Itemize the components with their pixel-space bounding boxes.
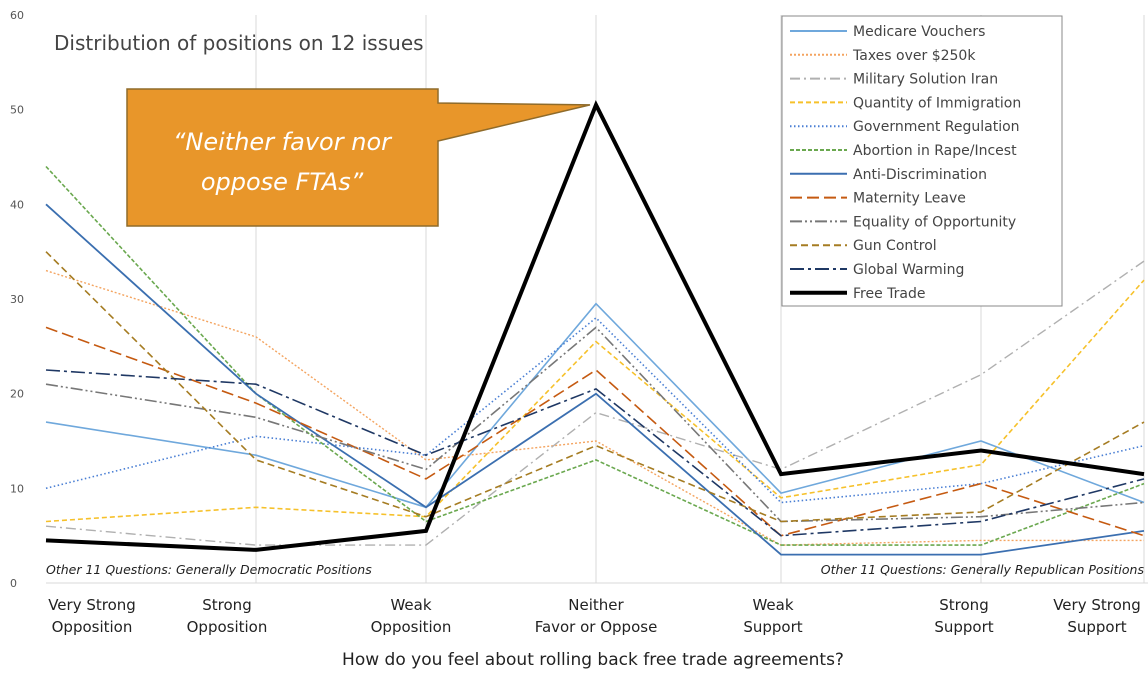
y-tick-label: 40	[10, 198, 24, 211]
y-tick-label: 20	[10, 388, 24, 401]
legend-label: Military Solution Iran	[853, 72, 998, 88]
callout-box	[126, 88, 591, 227]
series-line	[45, 203, 1145, 556]
series-line	[45, 326, 1145, 537]
legend: Medicare Vouchers Taxes over $250k Militar…	[781, 15, 1063, 307]
series-line	[45, 279, 1145, 523]
legend-label: Abortion in Rape/Incest	[853, 143, 1017, 159]
legend-label: Global Warming	[853, 262, 964, 278]
y-tick-label: 10	[10, 482, 24, 495]
legend-label: Medicare Vouchers	[853, 24, 985, 40]
x-axis-label: How do you feel about rolling back free …	[342, 650, 844, 670]
legend-label: Government Regulation	[853, 119, 1020, 135]
callout: “Neither favor nor oppose FTAs”	[126, 88, 591, 227]
series-line	[45, 316, 1145, 504]
y-axis-ticks: 0 10 20 30 40 50 60	[10, 9, 24, 590]
legend-label: Quantity of Immigration	[853, 95, 1021, 111]
y-tick-label: 0	[10, 577, 17, 590]
series-line	[45, 100, 1145, 552]
legend-box	[781, 15, 1063, 307]
right-note: Other 11 Questions: Generally Republican…	[821, 562, 1145, 577]
legend-label: Maternity Leave	[853, 191, 966, 207]
x-axis-categories: Very Strong Opposition Strong Opposition Wea…	[48, 596, 1141, 636]
legend-label: Taxes over $250k	[852, 48, 976, 64]
x-category-label: Very Strong Support	[1053, 596, 1141, 636]
x-category-label: Strong Opposition	[187, 596, 268, 636]
series-line	[45, 326, 1145, 523]
series-line	[45, 251, 1145, 523]
legend-label: Free Trade	[853, 286, 926, 302]
x-category-label: Weak Support	[743, 596, 802, 636]
x-category-label: Weak Opposition	[371, 596, 452, 636]
callout-text: “Neither favor nor	[173, 128, 393, 156]
series-lines	[45, 100, 1145, 556]
x-category-label: Very Strong Opposition	[48, 596, 136, 636]
legend-label: Anti-Discrimination	[853, 167, 987, 183]
series-line	[45, 369, 1145, 537]
x-category-label: Strong Support	[934, 596, 993, 636]
series-line	[45, 269, 1144, 546]
legend-label: Equality of Opportunity	[853, 214, 1016, 230]
y-tick-label: 60	[10, 9, 24, 22]
chart-title: Distribution of positions on 12 issues	[54, 31, 424, 55]
y-tick-label: 30	[10, 293, 24, 306]
legend-label: Gun Control	[853, 238, 937, 254]
x-category-label: Neither Favor or Oppose	[535, 596, 658, 636]
left-note: Other 11 Questions: Generally Democratic…	[46, 562, 372, 577]
callout-text: oppose FTAs”	[201, 168, 364, 196]
y-tick-label: 50	[10, 104, 24, 117]
series-line	[45, 302, 1145, 509]
